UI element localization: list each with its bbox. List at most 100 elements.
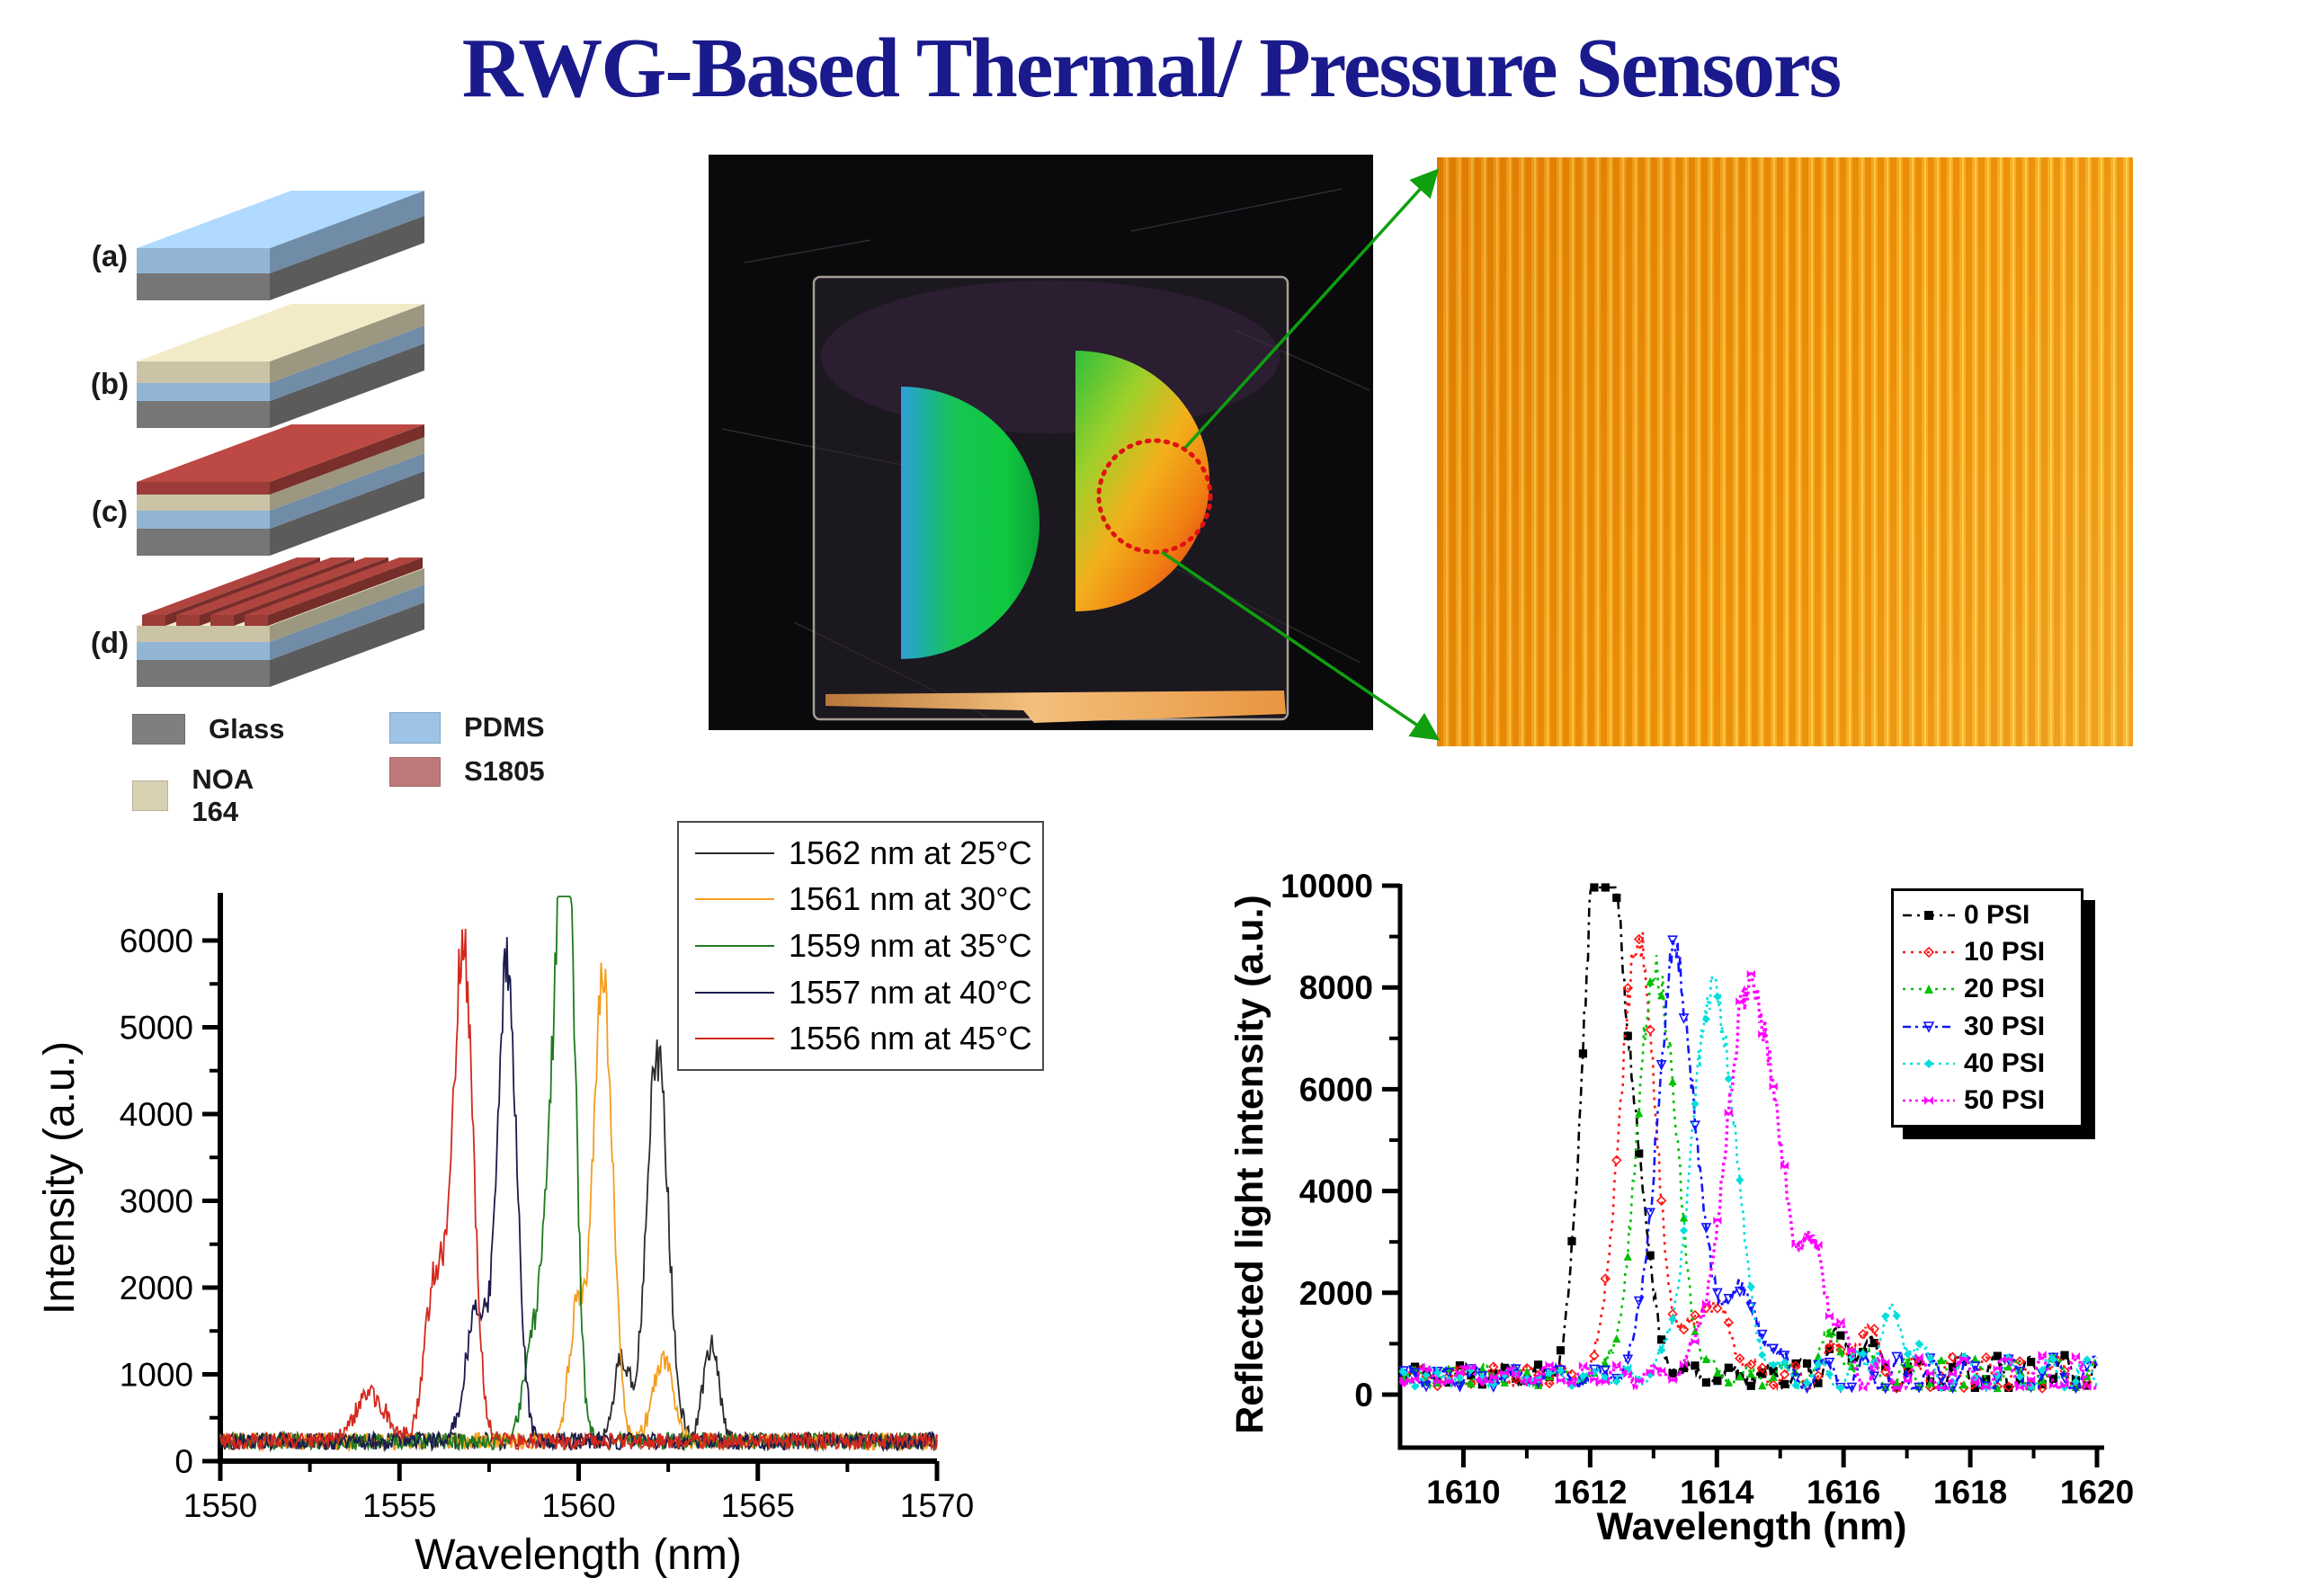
legend-row-20-psi: 20 PSI — [1901, 974, 2075, 1004]
legend-label: 1557 nm at 40°C — [789, 973, 1032, 1011]
marker-df — [1668, 1315, 1677, 1324]
series-path-1556-nm-at-45-c — [219, 928, 938, 1452]
marker-td — [1734, 1287, 1745, 1297]
layer-front-noa — [137, 626, 270, 642]
marker-td — [1655, 1060, 1667, 1071]
legend-label: 1561 nm at 30°C — [789, 880, 1032, 918]
marker-bt — [1668, 1376, 1677, 1385]
marker-sq — [1836, 1331, 1845, 1340]
marker-sq — [1601, 883, 1610, 892]
marker-df — [1780, 1358, 1789, 1367]
marker-df — [1724, 1074, 1733, 1083]
marker-di — [1589, 1351, 1600, 1361]
marker-df — [1713, 992, 1722, 1001]
marker-bt — [1881, 1358, 1890, 1368]
grating-strip-front — [210, 615, 234, 626]
y-tick-label: 0 — [174, 1443, 193, 1480]
marker-tu — [1724, 1378, 1733, 1386]
marker-bt — [2027, 1375, 2036, 1384]
marker-di — [1914, 1357, 1924, 1369]
layer-stack-d — [137, 557, 424, 687]
marker-sq — [1534, 1360, 1543, 1369]
marker-tu — [1825, 1328, 1834, 1338]
layer-side-s1805 — [270, 424, 424, 495]
marker-td — [1645, 1208, 1656, 1219]
marker-sq — [1993, 1351, 2002, 1360]
x-tick-label: 1612 — [1553, 1474, 1627, 1511]
marker-df — [1701, 1014, 1711, 1024]
marker-tu — [1646, 976, 1655, 985]
legend-line-sample — [1903, 1096, 1955, 1106]
y-tick-label: 0 — [1354, 1377, 1373, 1413]
material-swatch — [389, 756, 441, 787]
marker-tu — [1679, 1213, 1689, 1222]
marker-sq — [2004, 1383, 2013, 1393]
marker-bt — [1724, 1108, 1733, 1118]
y-tick-label: 1000 — [120, 1357, 193, 1394]
marker-td — [1622, 1354, 1634, 1366]
layer-side-noa — [270, 568, 424, 642]
marker-bt — [1859, 1383, 1868, 1393]
marker-sq — [1746, 1381, 1755, 1390]
marker-bt — [1623, 1369, 1632, 1378]
step-label: (d) — [91, 626, 129, 659]
marker-df — [1567, 1381, 1576, 1391]
marker-bt — [1399, 1377, 1408, 1386]
layer-top — [137, 191, 424, 248]
marker-td — [1745, 1302, 1757, 1314]
y-tick-label: 5000 — [120, 1010, 193, 1047]
marker-td — [1667, 935, 1678, 947]
marker-tu — [1701, 1354, 1711, 1363]
marker-td — [1891, 1351, 1903, 1363]
marker-td — [1611, 1373, 1622, 1385]
marker-sq — [1713, 1377, 1722, 1386]
marker-td — [1712, 1288, 1723, 1299]
layer-front-glass — [137, 273, 270, 300]
material-swatch — [389, 711, 441, 744]
marker-tu — [1993, 1383, 2002, 1393]
layer-front-noa — [137, 495, 270, 511]
marker-sq — [1657, 1335, 1666, 1344]
y-tick-label: 4000 — [120, 1096, 193, 1133]
marker-bt — [1444, 1377, 1453, 1386]
layer-top — [137, 424, 424, 482]
legend-line-sample — [1903, 985, 1955, 994]
marker-td — [1879, 1383, 1891, 1395]
marker-bt — [1657, 1366, 1666, 1376]
marker-td — [1421, 1381, 1432, 1393]
series-markers — [1399, 976, 2092, 1393]
legend-label: 40 PSI — [1964, 1048, 2046, 1078]
legend-label: 20 PSI — [1964, 974, 2046, 1004]
marker-di — [1544, 1378, 1555, 1389]
material-legend-item-noa-164: NOA 164 — [132, 763, 270, 828]
x-tick-label: 1620 — [2060, 1474, 2134, 1511]
marker-sq — [2060, 1351, 2069, 1360]
marker-bt — [1578, 1361, 1588, 1370]
marker-bt — [1422, 1364, 1431, 1373]
layer-front-glass — [137, 660, 270, 687]
marker-tu — [1904, 1359, 1913, 1369]
marker-td — [1723, 1294, 1735, 1305]
marker-sq — [1500, 1363, 1509, 1372]
legend-line-sample — [695, 898, 774, 901]
marker-td — [2014, 1367, 2026, 1378]
step-label: (c) — [92, 495, 128, 528]
x-tick-label: 1618 — [1933, 1474, 2007, 1511]
axes: 0 2000 4000 6000 8000 10000 1610 1612 1614 1616 16… — [1280, 868, 2134, 1511]
layer-side-glass — [270, 216, 424, 300]
slide-haze — [821, 281, 1280, 433]
legend-line-sample — [695, 851, 774, 854]
y-tick-label: 10000 — [1280, 868, 1373, 905]
marker-sq — [1556, 1346, 1566, 1355]
marker-di — [1678, 1324, 1690, 1335]
legend-label: 1556 nm at 45°C — [789, 1020, 1032, 1057]
material-legend-item-glass: Glass — [132, 713, 284, 745]
marker-bt — [1545, 1360, 1554, 1369]
marker-df — [1612, 1377, 1621, 1386]
x-tick-label: 1570 — [900, 1487, 974, 1524]
layer-side-noa — [270, 304, 424, 383]
legend-line-sample — [695, 944, 774, 947]
marker-sq — [1679, 1363, 1689, 1373]
marker-bt — [1982, 1382, 1991, 1391]
grating-strip-side — [268, 557, 423, 626]
